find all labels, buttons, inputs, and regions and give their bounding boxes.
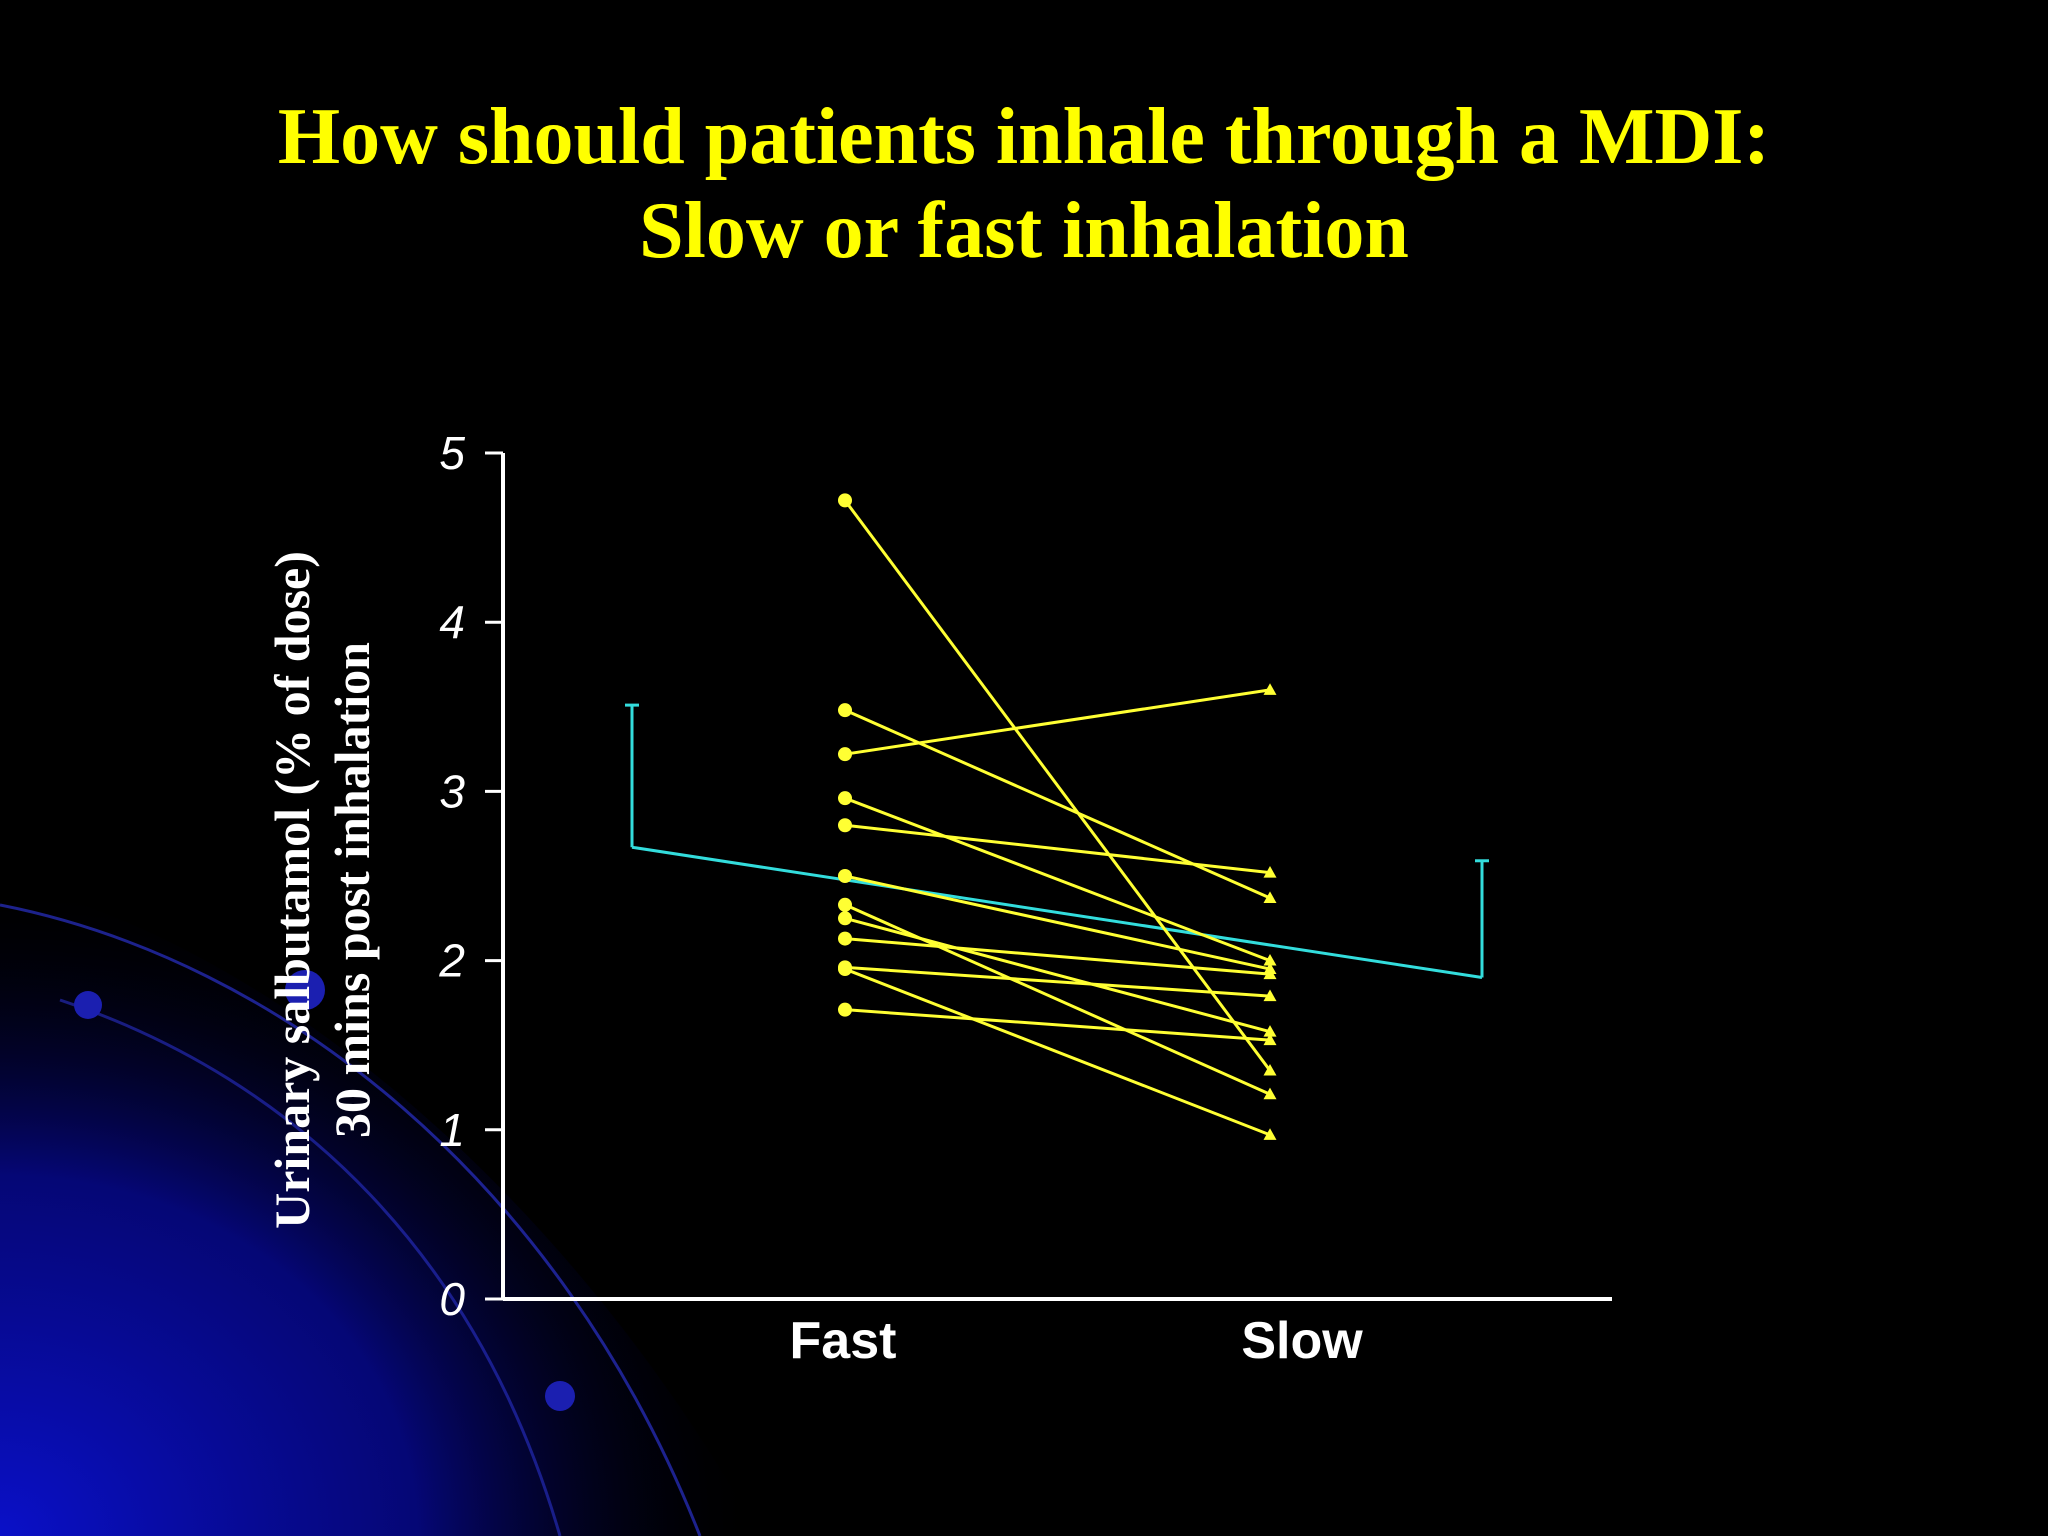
decor-dot [74,991,102,1019]
slow-point [1263,891,1277,903]
slow-point [1263,866,1277,878]
subject-line [844,874,1271,971]
subject-line [844,916,1271,1034]
slow-point [1263,1033,1277,1046]
slide-title-line1: How should patients inhale through a MDI… [277,93,1771,181]
y-tick-label: 3 [439,765,465,817]
decor-dot [285,970,325,1010]
slow-point [1263,1087,1277,1100]
mean-line [631,845,1483,980]
x-category-label: Slow [1241,1312,1363,1370]
y-tick-label: 2 [438,935,465,987]
subject-line [844,688,1271,756]
fast-point [838,962,852,977]
subject-line [844,708,1271,900]
subject-line [844,903,1271,1096]
slow-point [1263,1128,1277,1140]
slow-point [1263,967,1277,980]
fast-point [838,493,852,508]
subject-line [843,499,1272,1072]
y-axis-label-line1: Urinary salbutamol (% of dose) [264,551,320,1229]
fast-point [838,911,852,926]
slide-title: How should patients inhale through a MDI… [0,90,2048,278]
decor-arc [59,998,562,1536]
y-tick-label: 4 [439,596,465,648]
slow-point [1263,683,1277,695]
slow-point [1263,1025,1277,1037]
y-axis-label-line2: 30 mins post inhalation [324,642,380,1138]
subject-line [844,967,1271,1137]
slow-point [1263,989,1277,1002]
subject-line [844,796,1271,963]
fast-point [838,818,852,833]
subject-line [844,965,1271,998]
x-category-label: Fast [790,1312,897,1370]
y-tick-label: 1 [439,1104,465,1156]
subject-line [844,937,1271,976]
fast-point [838,747,852,762]
slide-title-line2: Slow or fast inhalation [639,187,1409,275]
y-tick-label: 0 [439,1273,465,1325]
decor-arc [0,903,702,1536]
fast-point [838,791,852,806]
fast-point [838,869,852,883]
slow-point [1263,954,1277,966]
decor-blue-swoosh [0,880,760,1536]
y-tick-label: 5 [439,427,465,479]
decor-dot [545,1381,575,1411]
fast-point [838,931,852,946]
fast-point [838,703,852,718]
subject-line [844,823,1271,875]
fast-point [838,1002,852,1017]
fast-point [838,897,852,912]
subject-line [844,1008,1271,1042]
slow-point [1263,1063,1277,1076]
